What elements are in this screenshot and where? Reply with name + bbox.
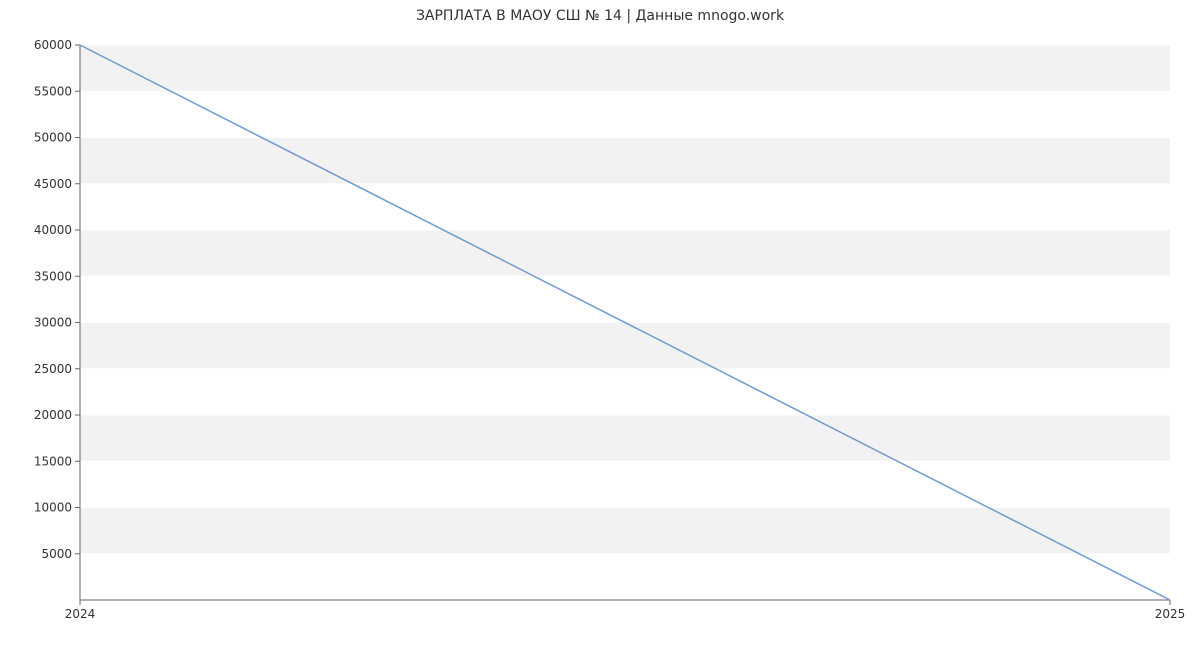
x-tick-label: 2025 (1155, 607, 1186, 621)
y-tick-label: 30000 (34, 316, 72, 330)
x-tick-label: 2024 (65, 607, 96, 621)
y-tick-label: 55000 (34, 84, 72, 98)
y-tick-label: 35000 (34, 269, 72, 283)
y-tick-label: 10000 (34, 501, 72, 515)
chart-canvas: 5000 10000 15000 20000 25000 30000 35000 40000 4… (0, 0, 1200, 650)
y-tick-label: 5000 (41, 547, 72, 561)
y-tick-label: 40000 (34, 223, 72, 237)
y-tick-label: 50000 (34, 131, 72, 145)
chart-title: ЗАРПЛАТА В МАОУ СШ № 14 | Данные mnogo.w… (0, 8, 1200, 24)
y-tick-label: 25000 (34, 362, 72, 376)
y-tick-label: 60000 (34, 38, 72, 52)
y-tick-label: 45000 (34, 177, 72, 191)
y-tick-label: 15000 (34, 454, 72, 468)
y-tick-label: 20000 (34, 408, 72, 422)
salary-chart: ЗАРПЛАТА В МАОУ СШ № 14 | Данные mnogo.w… (0, 0, 1200, 650)
